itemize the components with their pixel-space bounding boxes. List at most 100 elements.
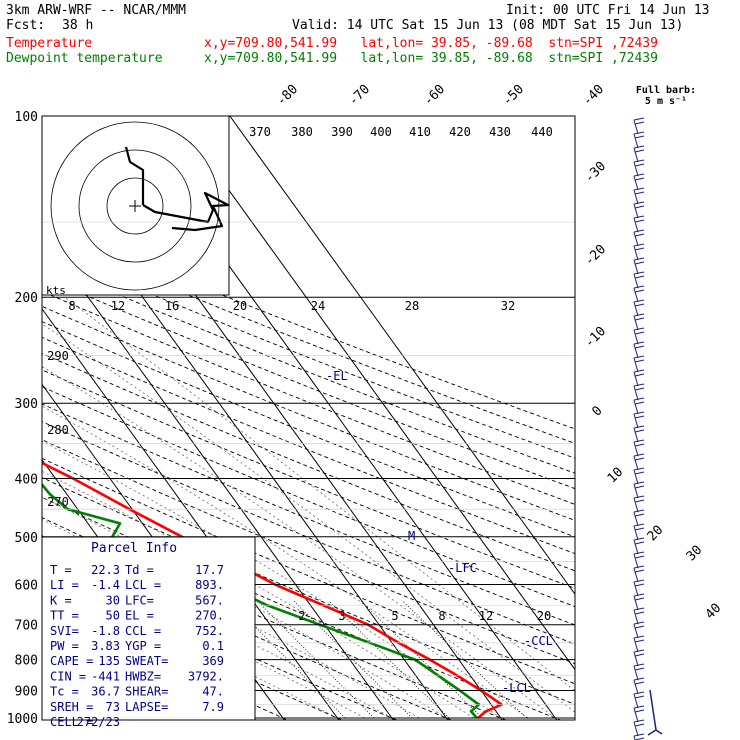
wind-barb-staff bbox=[633, 679, 639, 695]
wind-barb-flag bbox=[634, 247, 645, 251]
wind-barb-staff bbox=[633, 469, 639, 485]
dry-adiabat bbox=[42, 439, 575, 665]
wind-barb-flag bbox=[633, 313, 645, 317]
wind-barb-flag bbox=[633, 229, 645, 233]
wind-barb-staff bbox=[633, 637, 639, 653]
parcel-info-cell: PW = bbox=[50, 639, 79, 653]
wind-barb-flag bbox=[634, 443, 645, 447]
wind-barb-staff bbox=[633, 693, 639, 709]
wind-barb-staff bbox=[633, 581, 639, 597]
parcel-info-cell: CCL = bbox=[125, 624, 161, 638]
wind-barb-flag bbox=[633, 691, 645, 695]
wind-barb-flag bbox=[633, 145, 645, 149]
barb-legend-units: 5 m s⁻¹ bbox=[645, 96, 687, 107]
dry-adiabat bbox=[42, 233, 575, 444]
pressure-tick-label: 100 bbox=[15, 110, 38, 125]
parcel-info-cell: CAPE = bbox=[50, 654, 93, 668]
parcel-info-cell: -1.8 bbox=[91, 624, 120, 638]
mixing-ratio-label: 12 bbox=[479, 609, 493, 623]
wind-barb-staff bbox=[633, 287, 639, 303]
wind-barb-flag bbox=[633, 285, 645, 289]
isotherm-label: -80 bbox=[274, 82, 301, 109]
wind-barb-staff bbox=[633, 399, 639, 415]
parcel-info-cell: 893. bbox=[195, 578, 224, 592]
wind-barb-flag bbox=[633, 173, 645, 177]
mixing-ratio-label: 3 bbox=[338, 609, 345, 623]
wind-barb-staff bbox=[633, 357, 639, 373]
isotherm-label: 40 bbox=[703, 601, 725, 623]
init-time: Init: 00 UTC Fri 14 Jun 13 bbox=[506, 3, 710, 18]
wind-barb-flag bbox=[633, 257, 645, 261]
wind-barb-flag bbox=[633, 663, 645, 667]
pressure-tick-label: 1000 bbox=[7, 712, 38, 727]
hodograph-speed-label: 20 bbox=[233, 299, 247, 313]
parcel-info-cell: Td = bbox=[125, 563, 154, 577]
wind-barb-staff bbox=[633, 259, 639, 275]
wind-barb-staff bbox=[633, 385, 639, 401]
wind-barb-staff bbox=[633, 371, 639, 387]
wind-barb-flag bbox=[634, 135, 645, 139]
wind-barb-staff bbox=[633, 707, 639, 723]
dry-adiabat bbox=[42, 386, 575, 608]
pressure-tick-label: 400 bbox=[15, 472, 38, 487]
pressure-tick-label: 700 bbox=[15, 619, 38, 634]
parcel-info-cell: SWEAT= bbox=[125, 654, 168, 668]
wind-barb-staff bbox=[633, 189, 639, 205]
wind-barb-flag bbox=[634, 723, 645, 727]
wind-barb-flag bbox=[634, 205, 645, 209]
wind-barb-staff bbox=[633, 231, 639, 247]
wind-barb-staff bbox=[633, 427, 639, 443]
wind-barb-staff bbox=[633, 567, 639, 583]
hodograph-speed-label: 24 bbox=[311, 299, 325, 313]
wind-barb-staff bbox=[633, 343, 639, 359]
theta-label: 430 bbox=[489, 125, 511, 139]
wind-barb-flag bbox=[634, 387, 645, 391]
wind-barb-flag bbox=[634, 639, 645, 643]
parcel-info-cell: T = bbox=[50, 563, 72, 577]
parcel-info-cell: HWBZ= bbox=[125, 669, 161, 683]
wind-barb-staff bbox=[633, 315, 639, 331]
level-annotation: -LCL bbox=[502, 681, 531, 695]
wind-barb-flag bbox=[633, 243, 645, 247]
wind-barb-flag bbox=[634, 275, 645, 279]
wind-barb-flag bbox=[633, 201, 645, 205]
wind-barb-flag bbox=[633, 607, 645, 611]
wind-barb-staff bbox=[633, 245, 639, 261]
wind-barb-flag bbox=[634, 317, 645, 321]
wind-barb-staff bbox=[633, 609, 639, 625]
hodograph-speed-label: 8 bbox=[68, 299, 75, 313]
temperature-field-name: Temperature bbox=[6, 36, 93, 51]
parcel-info-cell: LFC= bbox=[125, 593, 154, 607]
wind-barb-flag bbox=[634, 415, 645, 419]
parcel-info-cell: 272/23 bbox=[77, 715, 120, 729]
parcel-info-cell: 3792. bbox=[188, 669, 224, 683]
mixing-ratio-line bbox=[360, 601, 483, 719]
mixing-ratio-label: 20 bbox=[537, 609, 551, 623]
wind-barb-flag bbox=[633, 383, 645, 387]
isotherm-label: 0 bbox=[589, 403, 605, 419]
wind-barb-staff bbox=[633, 539, 639, 555]
wind-barb-flag bbox=[633, 397, 645, 401]
wind-barb-flag bbox=[633, 341, 645, 345]
mixing-ratio-line bbox=[230, 601, 346, 719]
wind-barb-staff bbox=[633, 217, 639, 233]
wind-barb-staff bbox=[633, 119, 639, 135]
isotherm-label: -70 bbox=[346, 82, 373, 109]
wind-barb-flag bbox=[633, 719, 645, 723]
wind-barb-flag bbox=[634, 485, 645, 489]
wind-barb-flag bbox=[634, 149, 645, 153]
wind-barb-flag bbox=[634, 653, 645, 657]
mixing-ratio-label: 8 bbox=[438, 609, 445, 623]
wind-barb-flag bbox=[633, 677, 645, 681]
wind-barb-flag bbox=[634, 625, 645, 629]
wind-barb-flag bbox=[634, 681, 645, 685]
wind-barb-flag bbox=[634, 121, 645, 125]
wind-barb-flag bbox=[633, 621, 645, 625]
wind-barb-flag bbox=[634, 289, 645, 293]
parcel-info-box bbox=[41, 536, 256, 721]
wind-barb-flag bbox=[633, 649, 645, 653]
wind-barb-flag bbox=[634, 401, 645, 405]
forecast-hour: 38 h bbox=[62, 18, 94, 33]
level-annotation: -CCL bbox=[524, 634, 553, 648]
